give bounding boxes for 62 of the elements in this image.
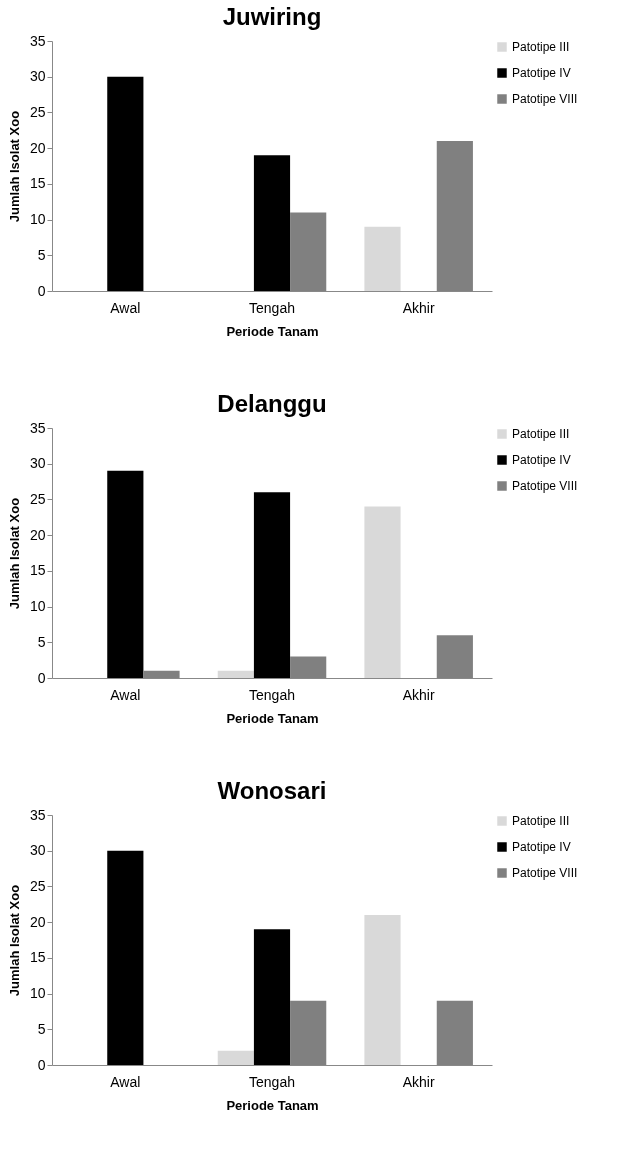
y-tick-label: 35	[29, 419, 46, 436]
bar	[364, 226, 401, 291]
bar	[107, 850, 144, 1065]
y-tick-label: 25	[29, 490, 46, 507]
y-tick-label: 20	[29, 913, 46, 930]
legend-label: Patotipe VIII	[512, 866, 578, 880]
bar	[107, 76, 144, 291]
x-tick-label: Awal	[110, 299, 141, 316]
legend-label: Patotipe III	[512, 814, 570, 828]
y-tick-label: 35	[29, 32, 46, 49]
legend-label: Patotipe VIII	[512, 92, 578, 106]
y-tick-label: 20	[29, 139, 46, 156]
legend-label: Patotipe III	[512, 427, 570, 441]
bar	[253, 929, 291, 1065]
y-tick-label: 20	[29, 526, 46, 543]
y-tick-label: 15	[29, 175, 46, 192]
y-tick-label: 0	[37, 669, 46, 686]
legend-label: Patotipe III	[512, 40, 570, 54]
y-tick-label: 10	[29, 598, 46, 615]
chart-title: Wonosari	[217, 777, 327, 804]
x-tick-label: Awal	[110, 686, 141, 703]
bar	[364, 915, 401, 1065]
bar	[253, 492, 291, 678]
x-axis-title: Periode Tanam	[226, 710, 319, 726]
x-tick-label: Tengah	[249, 686, 295, 703]
y-tick-label: 10	[29, 211, 46, 228]
y-axis-title: Jumlah Isolat Xoo	[6, 497, 22, 610]
y-tick-label: 10	[29, 985, 46, 1002]
y-tick-label: 25	[29, 877, 46, 894]
y-tick-label: 30	[29, 842, 46, 859]
x-axis-title: Periode Tanam	[226, 323, 319, 339]
bar	[253, 155, 291, 291]
x-tick-label: Akhir	[402, 1073, 435, 1090]
y-tick-label: 0	[37, 1056, 46, 1073]
y-tick-label: 5	[37, 1020, 46, 1037]
y-tick-label: 25	[29, 103, 46, 120]
x-tick-label: Tengah	[249, 1073, 295, 1090]
y-tick-label: 35	[29, 806, 46, 823]
legend-label: Patotipe VIII	[512, 479, 578, 493]
y-axis-title: Jumlah Isolat Xoo	[6, 110, 22, 223]
y-tick-label: 15	[29, 949, 46, 966]
bar	[364, 506, 401, 678]
y-tick-label: 15	[29, 562, 46, 579]
chart-title: Delanggu	[217, 390, 327, 417]
bar	[217, 1050, 254, 1065]
y-tick-label: 30	[29, 68, 46, 85]
chart-title: Juwiring	[222, 3, 322, 30]
y-tick-label: 30	[29, 455, 46, 472]
y-tick-label: 0	[37, 282, 46, 299]
x-axis-title: Periode Tanam	[226, 1097, 319, 1113]
bar	[107, 470, 144, 678]
x-tick-label: Akhir	[402, 299, 435, 316]
legend-label: Patotipe IV	[512, 840, 571, 854]
legend-label: Patotipe IV	[512, 453, 571, 467]
x-tick-label: Akhir	[402, 686, 435, 703]
bar	[217, 670, 254, 678]
y-tick-label: 5	[37, 246, 46, 263]
x-tick-label: Awal	[110, 1073, 141, 1090]
legend-label: Patotipe IV	[512, 66, 571, 80]
y-axis-title: Jumlah Isolat Xoo	[6, 884, 22, 997]
x-tick-label: Tengah	[249, 299, 295, 316]
y-tick-label: 5	[37, 633, 46, 650]
